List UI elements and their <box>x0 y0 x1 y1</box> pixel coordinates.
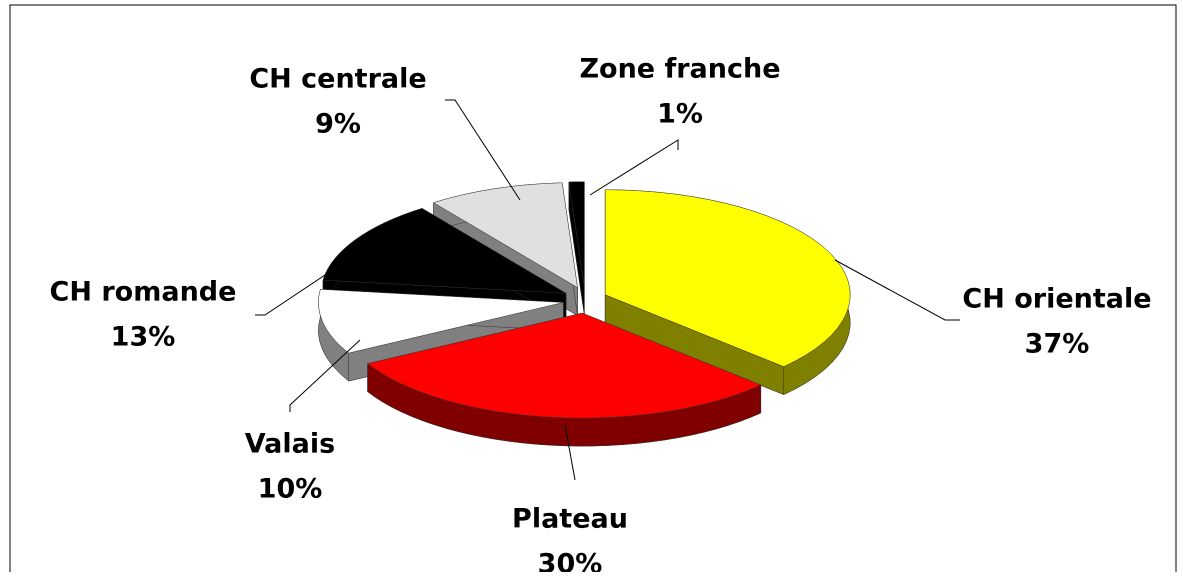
value-label: 13% <box>111 322 176 353</box>
slice <box>604 189 851 367</box>
leader-line <box>289 339 361 412</box>
slice <box>322 208 567 294</box>
category-label: CH orientale <box>962 284 1151 315</box>
leader-line <box>255 244 371 316</box>
category-label: CH romande <box>50 277 237 308</box>
leader-line <box>564 424 576 481</box>
category-label: CH centrale <box>249 64 426 95</box>
leader-line <box>834 259 960 321</box>
value-label: 37% <box>1025 329 1090 360</box>
leader-line <box>445 99 521 201</box>
slice <box>366 312 762 419</box>
slice <box>318 289 564 354</box>
chart-border <box>9 4 1177 576</box>
value-label: 9% <box>315 109 361 140</box>
value-label: 10% <box>258 474 323 505</box>
value-label: 1% <box>657 99 703 130</box>
value-label: 30% <box>538 549 603 573</box>
category-label: Valais <box>245 429 335 460</box>
slice <box>568 181 585 287</box>
category-label: Plateau <box>512 504 628 535</box>
category-label: Zone franche <box>579 54 780 85</box>
slice <box>432 182 578 289</box>
leader-line <box>589 139 679 196</box>
